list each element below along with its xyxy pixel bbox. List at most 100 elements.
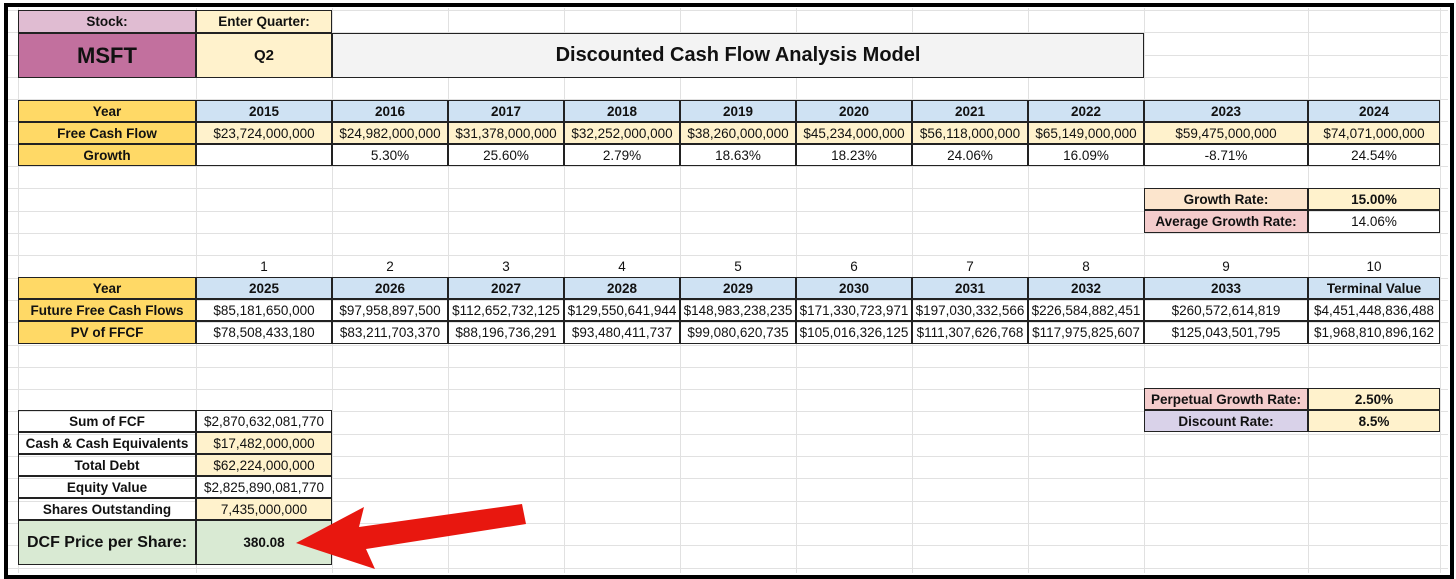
discount-rate-input[interactable]: 8.5% [1308, 410, 1440, 432]
projection-index-cell[interactable]: 10 [1366, 258, 1382, 274]
proj-pv-cell[interactable]: $78,508,433,180 [196, 321, 332, 344]
projection-index-cell[interactable]: 6 [850, 258, 858, 274]
hist-fcf-cell[interactable]: $23,724,000,000 [196, 122, 332, 144]
proj-year-cell[interactable]: 2029 [680, 277, 796, 299]
perpetual-growth-input[interactable]: 2.50% [1308, 388, 1440, 410]
dcf-price-label[interactable]: DCF Price per Share: [18, 520, 196, 565]
hist-fcf-cell[interactable]: $45,234,000,000 [796, 122, 912, 144]
hist-fcf-cell[interactable]: $65,149,000,000 [1028, 122, 1144, 144]
proj-ffcf-cell[interactable]: $197,030,332,566 [912, 299, 1028, 321]
projection-index-cell[interactable]: 2 [386, 258, 394, 274]
proj-ffcf-label[interactable]: Future Free Cash Flows [18, 299, 196, 321]
proj-pv-cell[interactable]: $111,307,626,768 [912, 321, 1028, 344]
hist-year-cell[interactable]: 2021 [912, 100, 1028, 122]
proj-pv-cell[interactable]: $83,211,703,370 [332, 321, 448, 344]
summary-label-cell[interactable]: Cash & Cash Equivalents [18, 432, 196, 454]
stock-label-cell[interactable]: Stock: [18, 10, 196, 33]
proj-ffcf-cell[interactable]: $260,572,614,819 [1144, 299, 1308, 321]
hist-growth-cell[interactable]: 24.06% [912, 144, 1028, 166]
hist-year-cell[interactable]: 2017 [448, 100, 564, 122]
hist-fcf-cell[interactable]: $74,071,000,000 [1308, 122, 1440, 144]
hist-fcf-cell[interactable]: $24,982,000,000 [332, 122, 448, 144]
avg-growth-label[interactable]: Average Growth Rate: [1144, 210, 1308, 233]
hist-growth-cell[interactable]: 18.63% [680, 144, 796, 166]
hist-fcf-label[interactable]: Free Cash Flow [18, 122, 196, 144]
summary-label-cell[interactable]: Equity Value [18, 476, 196, 498]
hist-growth-cell[interactable]: 18.23% [796, 144, 912, 166]
hist-year-label[interactable]: Year [18, 100, 196, 122]
proj-year-label[interactable]: Year [18, 277, 196, 299]
projection-index-cell[interactable]: 7 [966, 258, 974, 274]
proj-ffcf-cell[interactable]: $129,550,641,944 [564, 299, 680, 321]
proj-year-cell[interactable]: 2032 [1028, 277, 1144, 299]
proj-pv-cell[interactable]: $105,016,326,125 [796, 321, 912, 344]
proj-pv-cell[interactable]: $88,196,736,291 [448, 321, 564, 344]
hist-year-cell[interactable]: 2018 [564, 100, 680, 122]
proj-pv-cell[interactable]: $117,975,825,607 [1028, 321, 1144, 344]
hist-growth-cell[interactable] [196, 144, 332, 166]
proj-ffcf-cell[interactable]: $97,958,897,500 [332, 299, 448, 321]
hist-fcf-cell[interactable]: $59,475,000,000 [1144, 122, 1308, 144]
hist-growth-cell[interactable]: 25.60% [448, 144, 564, 166]
summary-label-cell[interactable]: Shares Outstanding [18, 498, 196, 520]
proj-ffcf-cell[interactable]: $85,181,650,000 [196, 299, 332, 321]
proj-year-cell[interactable]: 2026 [332, 277, 448, 299]
hist-growth-cell[interactable]: 16.09% [1028, 144, 1144, 166]
hist-year-cell[interactable]: 2023 [1144, 100, 1308, 122]
hist-growth-cell[interactable]: 5.30% [332, 144, 448, 166]
summary-value-cell[interactable]: $17,482,000,000 [196, 432, 332, 454]
projection-index-cell[interactable]: 5 [734, 258, 742, 274]
summary-label-cell[interactable]: Total Debt [18, 454, 196, 476]
proj-year-cell[interactable]: 2027 [448, 277, 564, 299]
perpetual-growth-label[interactable]: Perpetual Growth Rate: [1144, 388, 1308, 410]
summary-value-cell[interactable]: $2,870,632,081,770 [196, 410, 332, 432]
proj-year-cell[interactable]: 2025 [196, 277, 332, 299]
proj-pv-cell[interactable]: $1,968,810,896,162 [1308, 321, 1440, 344]
summary-value-cell[interactable]: $2,825,890,081,770 [196, 476, 332, 498]
hist-fcf-cell[interactable]: $32,252,000,000 [564, 122, 680, 144]
summary-value-cell[interactable]: $62,224,000,000 [196, 454, 332, 476]
projection-index-cell[interactable]: 1 [260, 258, 268, 274]
summary-label-cell[interactable]: Sum of FCF [18, 410, 196, 432]
proj-pv-cell[interactable]: $99,080,620,735 [680, 321, 796, 344]
summary-value-cell[interactable]: 7,435,000,000 [196, 498, 332, 520]
projection-index-cell[interactable]: 9 [1222, 258, 1230, 274]
hist-year-cell[interactable]: 2015 [196, 100, 332, 122]
proj-year-cell[interactable]: Terminal Value [1308, 277, 1440, 299]
proj-pv-cell[interactable]: $93,480,411,737 [564, 321, 680, 344]
quarter-label-cell[interactable]: Enter Quarter: [196, 10, 332, 33]
projection-index-cell[interactable]: 4 [618, 258, 626, 274]
hist-year-cell[interactable]: 2019 [680, 100, 796, 122]
projection-index-cell[interactable]: 3 [502, 258, 510, 274]
hist-year-cell[interactable]: 2016 [332, 100, 448, 122]
growth-rate-label[interactable]: Growth Rate: [1144, 188, 1308, 210]
quarter-input-cell[interactable]: Q2 [196, 33, 332, 78]
growth-rate-input[interactable]: 15.00% [1308, 188, 1440, 210]
proj-year-cell[interactable]: 2030 [796, 277, 912, 299]
projection-index-cell[interactable]: 8 [1082, 258, 1090, 274]
proj-pv-cell[interactable]: $125,043,501,795 [1144, 321, 1308, 344]
ticker-cell[interactable]: MSFT [18, 33, 196, 78]
proj-ffcf-cell[interactable]: $112,652,732,125 [448, 299, 564, 321]
hist-fcf-cell[interactable]: $38,260,000,000 [680, 122, 796, 144]
proj-ffcf-cell[interactable]: $171,330,723,971 [796, 299, 912, 321]
proj-year-cell[interactable]: 2033 [1144, 277, 1308, 299]
model-title-cell[interactable]: Discounted Cash Flow Analysis Model [332, 33, 1144, 78]
hist-year-cell[interactable]: 2024 [1308, 100, 1440, 122]
hist-growth-label[interactable]: Growth [18, 144, 196, 166]
hist-growth-cell[interactable]: -8.71% [1144, 144, 1308, 166]
hist-year-cell[interactable]: 2020 [796, 100, 912, 122]
hist-year-cell[interactable]: 2022 [1028, 100, 1144, 122]
proj-ffcf-cell[interactable]: $148,983,238,235 [680, 299, 796, 321]
hist-growth-cell[interactable]: 24.54% [1308, 144, 1440, 166]
avg-growth-value[interactable]: 14.06% [1308, 210, 1440, 233]
proj-ffcf-cell[interactable]: $226,584,882,451 [1028, 299, 1144, 321]
hist-fcf-cell[interactable]: $31,378,000,000 [448, 122, 564, 144]
hist-growth-cell[interactable]: 2.79% [564, 144, 680, 166]
discount-rate-label[interactable]: Discount Rate: [1144, 410, 1308, 432]
proj-ffcf-cell[interactable]: $4,451,448,836,488 [1308, 299, 1440, 321]
proj-pv-label[interactable]: PV of FFCF [18, 321, 196, 344]
proj-year-cell[interactable]: 2031 [912, 277, 1028, 299]
proj-year-cell[interactable]: 2028 [564, 277, 680, 299]
hist-fcf-cell[interactable]: $56,118,000,000 [912, 122, 1028, 144]
